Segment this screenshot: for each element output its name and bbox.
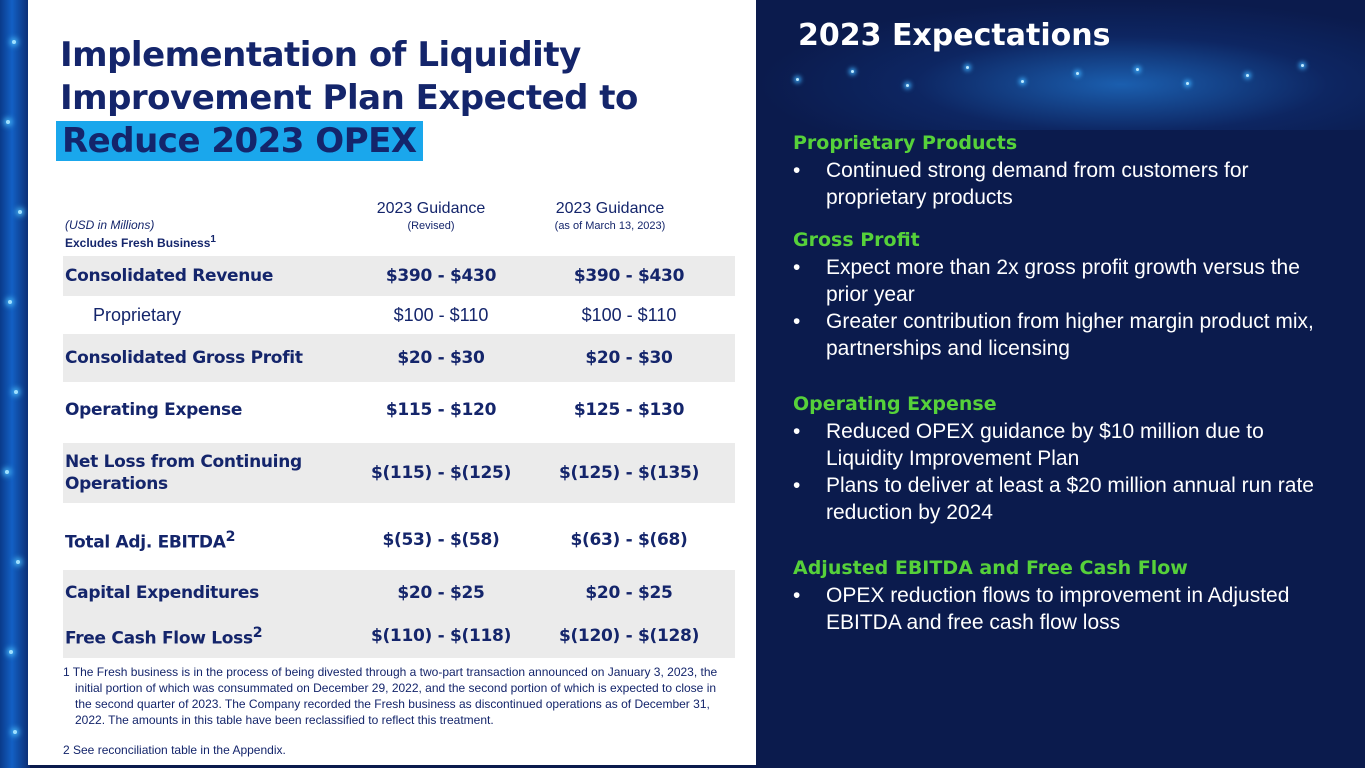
row-value-original: $(125) - $(135) [558, 463, 700, 483]
bullet-item: Plans to deliver at least a $20 million … [793, 472, 1333, 526]
column-subtitle: (as of March 13, 2023) [554, 220, 666, 232]
glow-dot [1246, 74, 1249, 77]
bullet-list: OPEX reduction flows to improvement in A… [793, 582, 1333, 636]
row-value-revised: $390 - $430 [385, 266, 497, 286]
section-heading: Operating Expense [793, 393, 997, 415]
footnote-1: 1 The Fresh business is in the process o… [63, 664, 723, 728]
glow-dot [8, 300, 12, 304]
bullet-item: OPEX reduction flows to improvement in A… [793, 582, 1333, 636]
table-row-gross-profit: Consolidated Gross Profit $20 - $30 $20 … [63, 334, 735, 382]
bullet-item: Continued strong demand from customers f… [793, 157, 1333, 211]
bullet-item: Greater contribution from higher margin … [793, 308, 1333, 362]
footnote-ref: 1 [210, 234, 216, 245]
row-label: Capital Expenditures [65, 583, 259, 603]
row-label: Total Adj. EBITDA2 [63, 526, 343, 554]
row-label-text: Free Cash Flow Loss [65, 628, 253, 649]
footnote-ref: 2 [252, 625, 263, 642]
bullet-list: Continued strong demand from customers f… [793, 157, 1333, 211]
glow-dot [14, 390, 18, 394]
glow-dot [966, 66, 969, 69]
header-glow-decoration [756, 0, 1365, 130]
bullet-list: Expect more than 2x gross profit growth … [793, 254, 1333, 362]
row-value-revised: $(115) - $(125) [370, 463, 512, 483]
section-heading: Gross Profit [793, 229, 920, 251]
footnote-1-text: 1 The Fresh business is in the process o… [63, 665, 718, 727]
glow-dot [906, 84, 909, 87]
row-value-original: $125 - $130 [573, 400, 685, 420]
title-line-1: Implementation of Liquidity [60, 35, 581, 75]
table-row-adj-ebitda: Total Adj. EBITDA2 $(53) - $(58) $(63) -… [63, 518, 735, 562]
table-row-proprietary: Proprietary $100 - $110 $100 - $110 [63, 296, 735, 334]
glow-dot [6, 120, 10, 124]
left-edge-decoration [0, 0, 30, 768]
title-highlight: Reduce 2023 OPEX [56, 121, 423, 161]
row-value-revised: $100 - $110 [393, 304, 489, 325]
section-operating-expense: Operating Expense Reduced OPEX guidance … [793, 392, 1333, 526]
bullet-item: Expect more than 2x gross profit growth … [793, 254, 1333, 308]
table-row-capex-fcf-band [63, 570, 735, 658]
glow-dot [5, 470, 9, 474]
row-value-revised: $(53) - $(58) [382, 530, 500, 550]
glow-dot [796, 78, 799, 81]
title-line-2: Improvement Plan Expected to [60, 78, 638, 118]
table-row-revenue: Consolidated Revenue $390 - $430 $390 - … [63, 256, 735, 296]
table-row-net-loss: Net Loss from Continuing Operations $(11… [63, 443, 735, 503]
row-label: Proprietary [93, 305, 182, 325]
excludes-text: Excludes Fresh Business [65, 236, 211, 250]
expectations-title: 2023 Expectations [798, 18, 1111, 53]
column-title: 2023 Guidance [555, 200, 665, 217]
row-value-original: $100 - $110 [581, 304, 677, 325]
section-proprietary-products: Proprietary Products Continued strong de… [793, 131, 1333, 211]
row-value-original: $390 - $430 [573, 266, 685, 286]
column-subtitle: (Revised) [407, 220, 455, 232]
row-value-revised: $(110) - $(118) [370, 626, 512, 646]
row-label: Net Loss from Continuing Operations [65, 452, 302, 494]
row-label: Operating Expense [65, 400, 243, 420]
row-value-original: $20 - $30 [585, 348, 673, 368]
row-label: Free Cash Flow Loss2 [63, 622, 343, 650]
glow-dot [1076, 72, 1079, 75]
glow-dot [12, 40, 16, 44]
row-label: Consolidated Gross Profit [65, 348, 303, 368]
row-value-revised: $20 - $25 [397, 583, 485, 603]
section-adjusted-ebitda: Adjusted EBITDA and Free Cash Flow OPEX … [793, 556, 1333, 636]
glow-dot [13, 730, 17, 734]
table-row-operating-expense: Operating Expense $115 - $120 $125 - $13… [63, 388, 735, 432]
footnote-2-text: 2 See reconciliation table in the Append… [63, 743, 286, 757]
table-row-free-cash-flow: Free Cash Flow Loss2 $(110) - $(118) $(1… [63, 616, 735, 656]
glow-dot [1186, 82, 1189, 85]
glow-dot [1021, 80, 1024, 83]
column-header-original: 2023 Guidance (as of March 13, 2023) [520, 200, 700, 232]
units-label: (USD in Millions) [65, 218, 155, 232]
table-row-capex: Capital Expenditures $20 - $25 $20 - $25 [63, 572, 735, 614]
glow-dot [851, 70, 854, 73]
guidance-panel: Implementation of Liquidity Improvement … [28, 0, 756, 765]
bullet-item: Reduced OPEX guidance by $10 million due… [793, 418, 1333, 472]
section-gross-profit: Gross Profit Expect more than 2x gross p… [793, 228, 1333, 362]
column-header-revised: 2023 Guidance (Revised) [341, 200, 521, 232]
row-value-original: $(63) - $(68) [570, 530, 688, 550]
glow-dot [18, 210, 22, 214]
column-title: 2023 Guidance [376, 200, 486, 217]
excludes-label: Excludes Fresh Business1 [65, 234, 216, 250]
footnote-ref: 2 [225, 529, 236, 546]
row-value-original: $20 - $25 [585, 583, 673, 603]
glow-dot [16, 560, 20, 564]
section-heading: Proprietary Products [793, 132, 1018, 154]
section-heading: Adjusted EBITDA and Free Cash Flow [793, 557, 1188, 579]
bullet-list: Reduced OPEX guidance by $10 million due… [793, 418, 1333, 526]
glow-dot [1136, 68, 1139, 71]
row-value-revised: $115 - $120 [385, 400, 497, 420]
glow-dot [9, 650, 13, 654]
footnote-2: 2 See reconciliation table in the Append… [63, 742, 723, 758]
row-value-revised: $20 - $30 [397, 348, 485, 368]
slide-title: Implementation of Liquidity Improvement … [56, 34, 638, 163]
row-label-text: Total Adj. EBITDA [65, 532, 226, 553]
row-value-original: $(120) - $(128) [558, 626, 700, 646]
table-units-note: (USD in Millions) Excludes Fresh Busines… [65, 218, 216, 250]
row-label: Consolidated Revenue [65, 266, 274, 286]
glow-dot [1301, 64, 1304, 67]
